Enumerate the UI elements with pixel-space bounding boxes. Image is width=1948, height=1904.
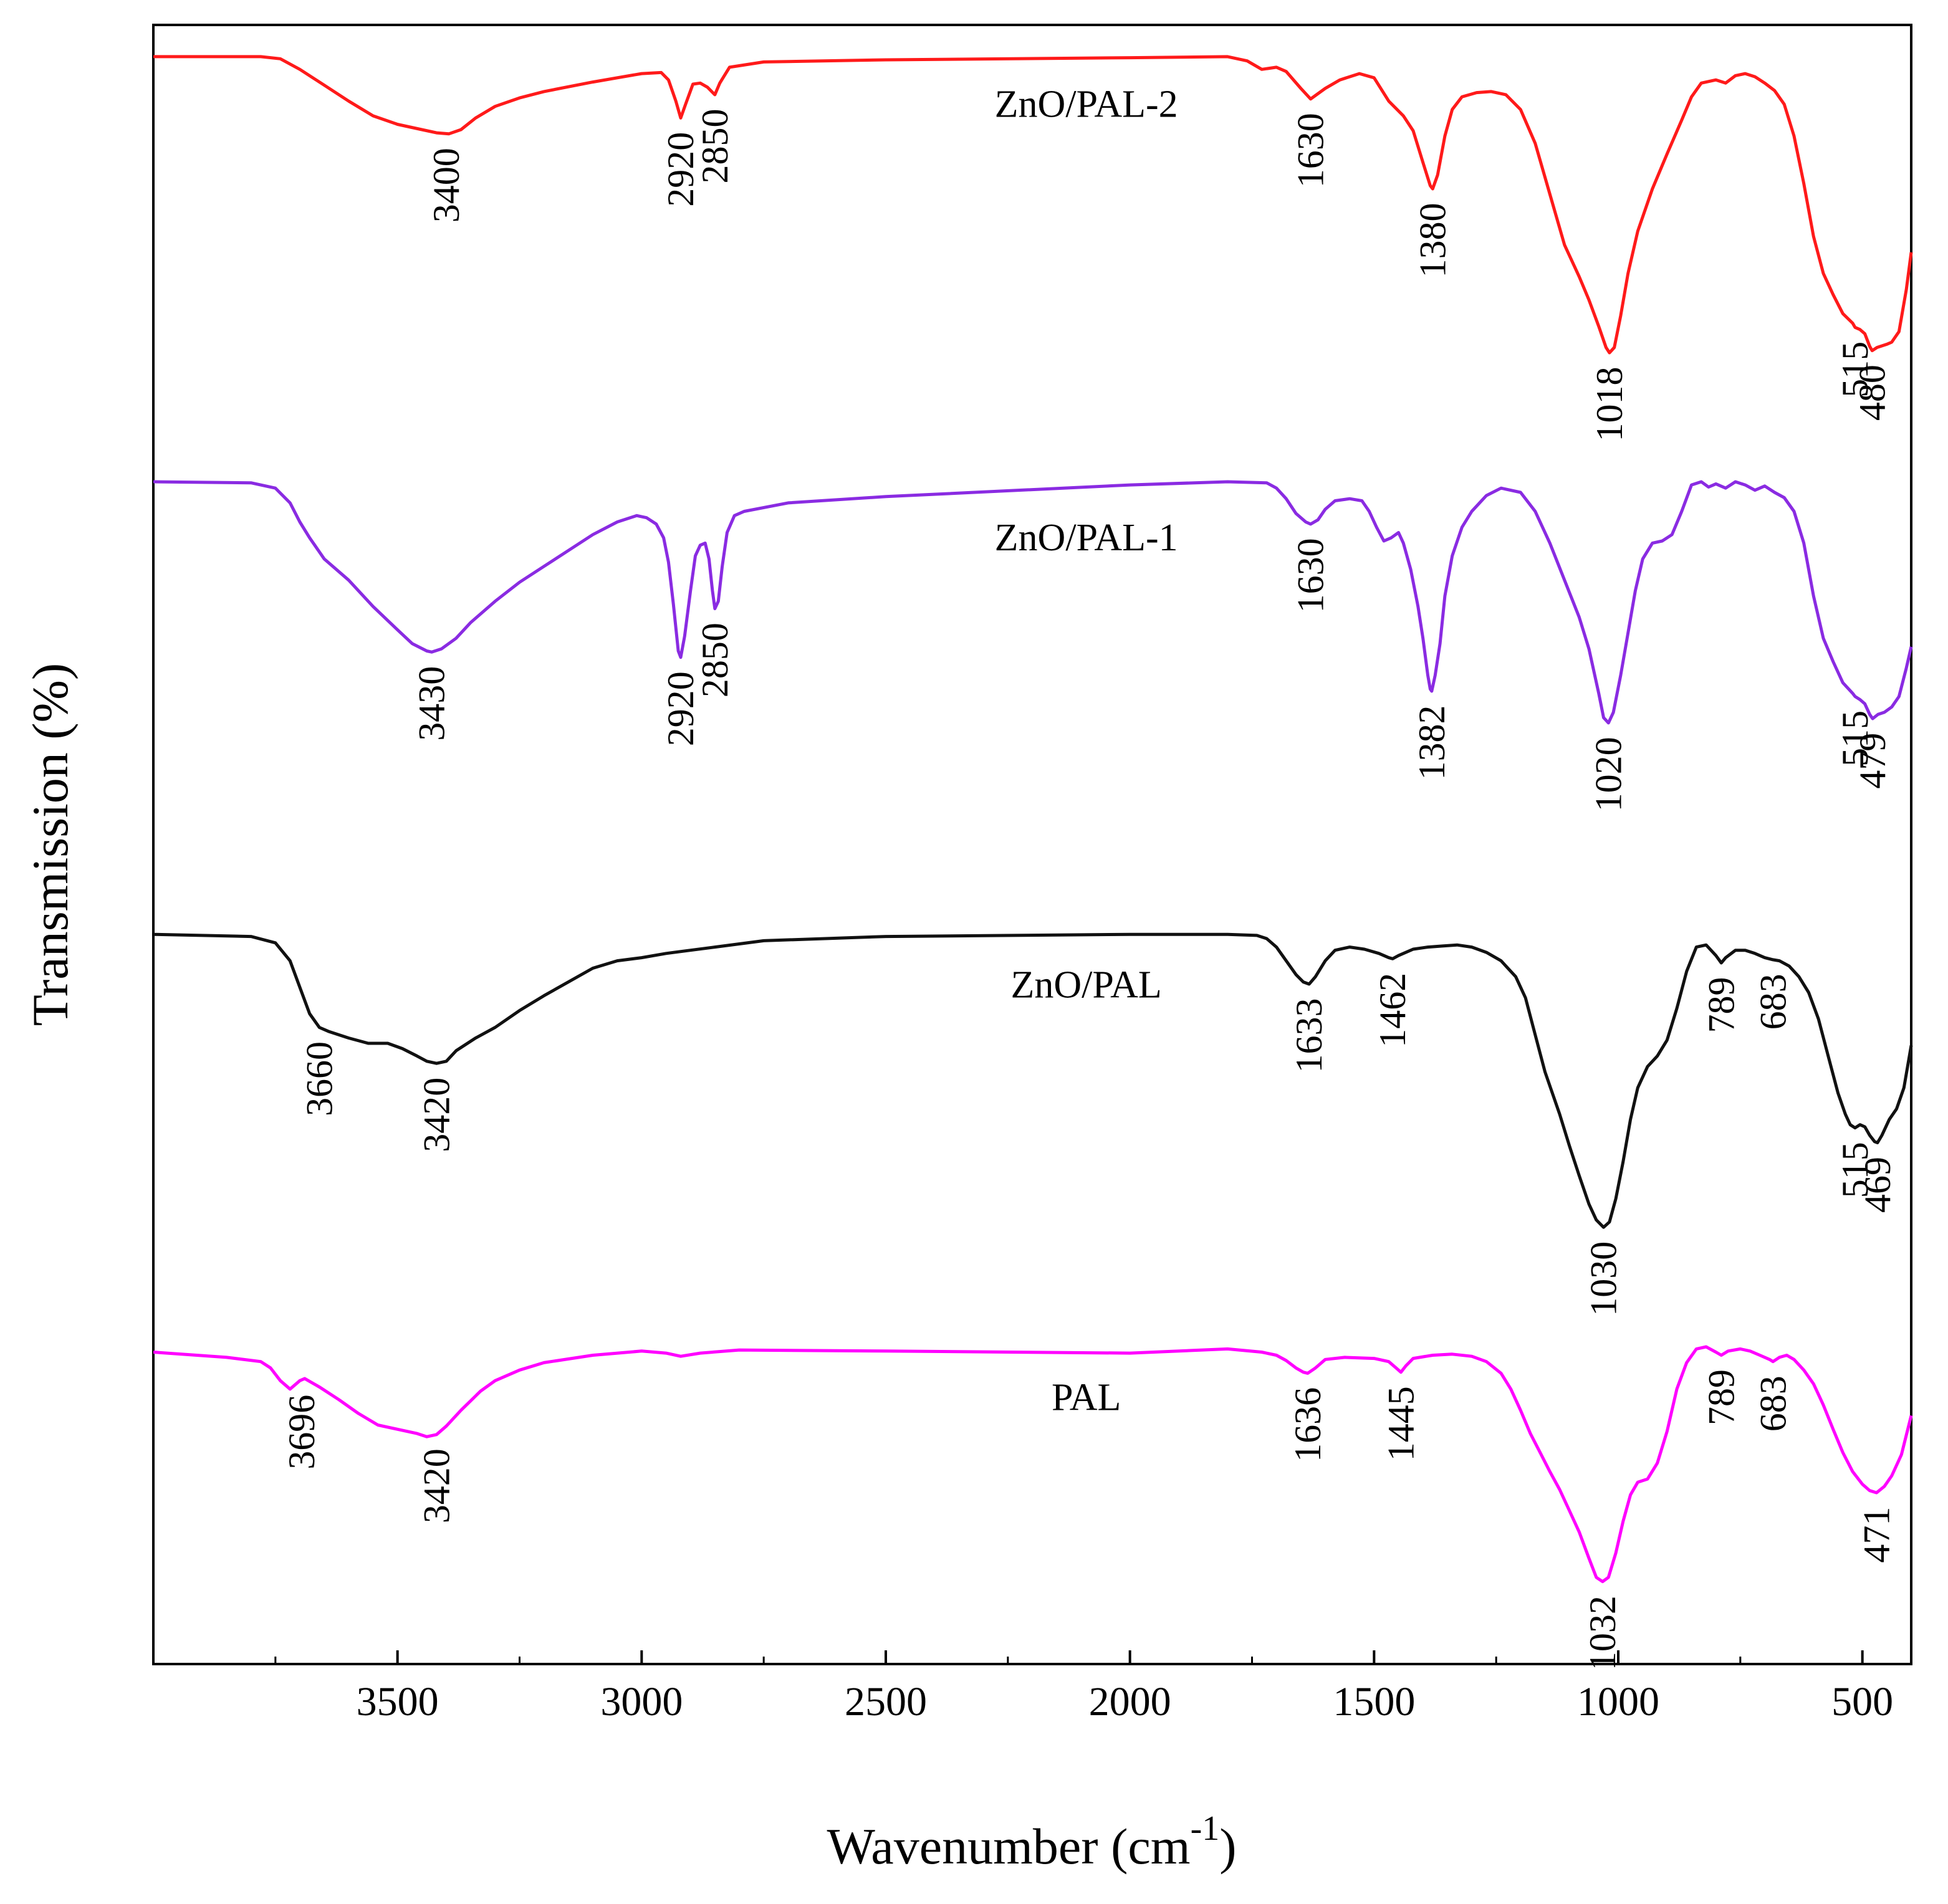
peak-label-3696: 3696	[281, 1395, 322, 1470]
peak-label-1380: 1380	[1412, 203, 1453, 278]
peak-label-1630: 1630	[1290, 113, 1331, 188]
peak-label-1633: 1633	[1288, 998, 1330, 1073]
x-tick-label: 3000	[600, 1679, 683, 1725]
peak-label-480: 480	[1851, 365, 1893, 421]
peak-label-469: 469	[1857, 1157, 1898, 1213]
x-axis-title: Wavenumber (cm-1)	[827, 1809, 1236, 1875]
x-tick-label: 2500	[845, 1679, 927, 1725]
peak-label-1636: 1636	[1287, 1387, 1328, 1462]
series-line-zno-pal	[153, 932, 1913, 1229]
peak-label-2850: 2850	[694, 623, 736, 697]
peak-label-1382: 1382	[1411, 706, 1452, 780]
series-label-zno-pal-1: ZnO/PAL-1	[995, 517, 1178, 559]
series-line-pal	[153, 1345, 1913, 1584]
y-axis-title: Transmission (%)	[22, 663, 79, 1026]
peak-label-1630: 1630	[1290, 538, 1331, 613]
x-axis-title-superscript: -1	[1191, 1809, 1220, 1848]
peak-label-3420: 3420	[416, 1078, 457, 1152]
peak-label-1445: 1445	[1380, 1386, 1421, 1461]
x-tick-label: 1000	[1577, 1679, 1659, 1725]
x-axis-title-close: )	[1219, 1818, 1236, 1875]
x-tick-label: 1500	[1333, 1679, 1415, 1725]
series-labels: ZnO/PAL-2 ZnO/PAL-1 ZnO/PAL PAL	[995, 83, 1178, 1418]
series-line-zno-pal-1	[153, 480, 1913, 725]
peak-label-3420: 3420	[416, 1448, 457, 1523]
series-label-zno-pal: ZnO/PAL	[1011, 964, 1162, 1007]
peak-label-2920: 2920	[660, 132, 701, 207]
x-axis-ticks: 3500 3000 2500 2000 1500 1000 500	[274, 1650, 1893, 1725]
series-line-zno-pal-2	[153, 55, 1913, 355]
x-tick-label: 3500	[357, 1679, 439, 1725]
peak-label-1032: 1032	[1582, 1595, 1623, 1670]
peak-label-479: 479	[1852, 733, 1893, 789]
peak-label-3660: 3660	[299, 1041, 340, 1116]
x-tick-label: 2000	[1089, 1679, 1171, 1725]
peak-label-515: 515	[1835, 1142, 1876, 1198]
peak-label-1030: 1030	[1583, 1241, 1624, 1316]
peak-label-1018: 1018	[1589, 367, 1630, 442]
peak-label-2850: 2850	[694, 109, 736, 184]
peak-label-3400: 3400	[426, 148, 467, 222]
plot-frame	[152, 24, 1912, 1665]
peak-label-2920: 2920	[660, 671, 701, 746]
peak-label-3430: 3430	[411, 666, 453, 741]
peak-label-789: 789	[1701, 977, 1742, 1033]
series-layer	[153, 55, 1913, 1584]
x-tick-label: 500	[1831, 1679, 1893, 1725]
peak-label-1020: 1020	[1588, 737, 1629, 811]
peak-label-789: 789	[1701, 1369, 1742, 1425]
peak-label-683: 683	[1752, 974, 1793, 1030]
peak-label-471: 471	[1856, 1507, 1897, 1563]
peak-label-683: 683	[1752, 1375, 1793, 1432]
series-label-zno-pal-2: ZnO/PAL-2	[995, 83, 1178, 125]
peak-label-1462: 1462	[1372, 973, 1413, 1048]
x-axis-title-main: Wavenumber (cm	[827, 1818, 1190, 1875]
series-label-pal: PAL	[1052, 1376, 1121, 1418]
peak-label-515: 515	[1835, 710, 1876, 767]
peak-label-515: 515	[1835, 342, 1876, 398]
